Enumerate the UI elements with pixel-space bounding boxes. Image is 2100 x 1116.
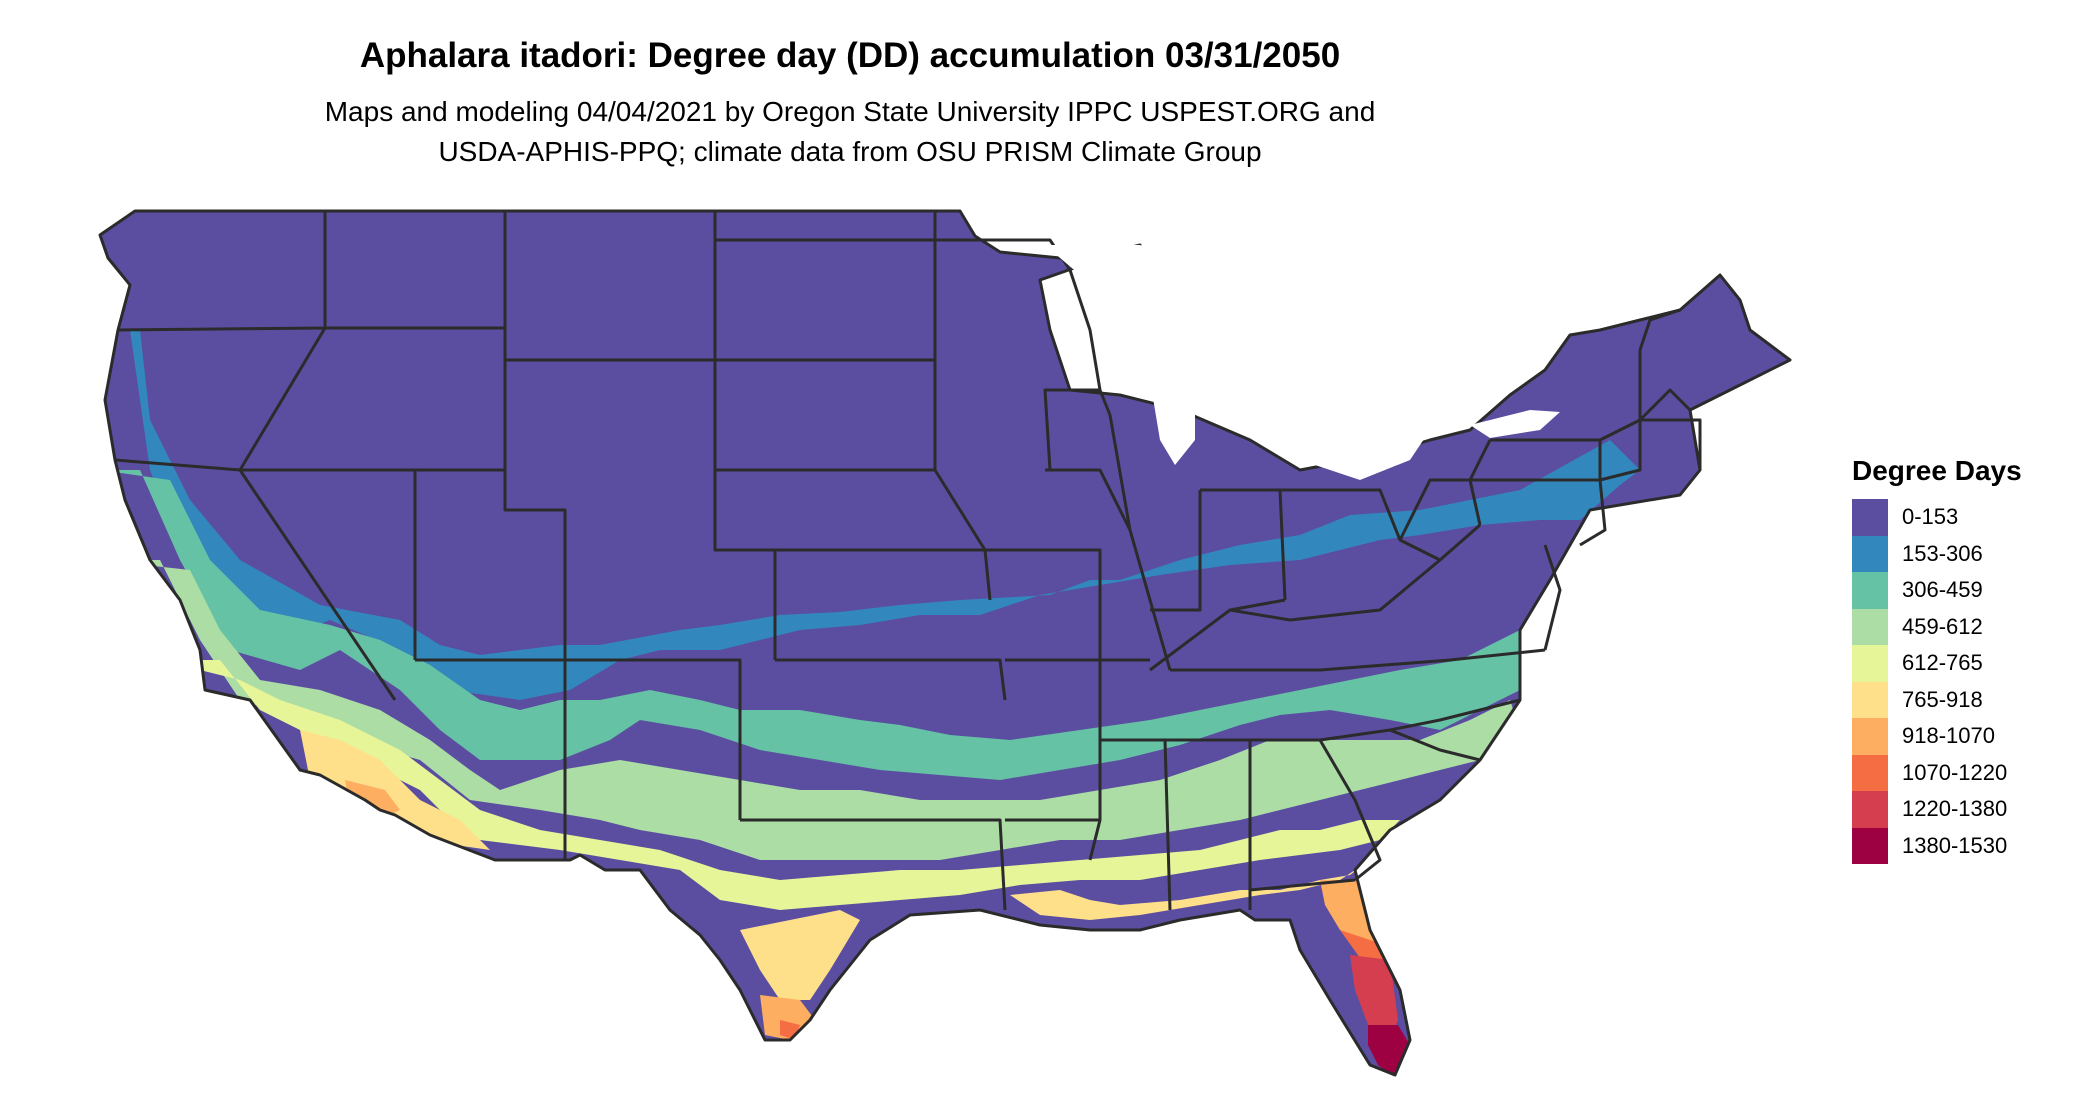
legend-swatch [1852, 572, 1888, 609]
lake-erie [1300, 430, 1430, 480]
subtitle-line-1: Maps and modeling 04/04/2021 by Oregon S… [324, 96, 1376, 127]
legend-label: 1220-1380 [1902, 796, 2008, 822]
map-title: Aphalara itadori: Degree day (DD) accumu… [359, 36, 1341, 75]
legend-item: 1070-1220 [1852, 754, 2022, 791]
legend-swatch [1852, 645, 1888, 682]
band-0-153 [100, 211, 1790, 1075]
legend-swatch [1852, 499, 1888, 536]
legend-swatch [1852, 608, 1888, 645]
legend-item: 1380-1530 [1852, 827, 2022, 864]
state-lines-south [1005, 658, 1521, 911]
legend: Degree Days 0-153 153-306 306-459 459-612 61… [1852, 455, 2022, 864]
legend-label: 1070-1220 [1902, 759, 2008, 785]
subtitle-line-2: USDA-APHIS-PPQ; climate data from OSU PR… [438, 136, 1262, 167]
us-degree-day-map [98, 209, 1792, 1077]
legend-item: 1220-1380 [1852, 791, 2022, 828]
band-306-459 [100, 470, 1560, 780]
band-1220-1380 [1350, 955, 1398, 1035]
state-lines-northeast [1398, 308, 1702, 651]
legend-label: 459-612 [1902, 613, 1983, 639]
legend-label: 153-306 [1902, 540, 1983, 566]
legend-label: 765-918 [1902, 686, 1983, 712]
legend-item: 765-918 [1852, 681, 2022, 718]
legend-item: 306-459 [1852, 572, 2022, 609]
legend-swatch [1852, 718, 1888, 755]
legend-label: 918-1070 [1902, 723, 1995, 749]
state-lines-midwest [933, 211, 1546, 672]
legend-swatch [1852, 827, 1888, 864]
band-765-918 [300, 730, 1370, 1000]
lake-ontario [1470, 410, 1560, 438]
legend-swatch [1852, 754, 1888, 791]
great-lakes [1045, 245, 1560, 480]
legend-swatch [1852, 535, 1888, 572]
map-subtitle: Maps and modeling 04/04/2021 by Oregon S… [0, 92, 1700, 172]
legend-item: 0-153 [1852, 499, 2022, 536]
legend-label: 1380-1530 [1902, 832, 2008, 858]
lake-huron [1245, 300, 1340, 420]
legend-item: 459-612 [1852, 608, 2022, 645]
legend-label: 306-459 [1902, 577, 1983, 603]
degree-day-bands [100, 211, 1790, 1075]
lake-superior [1045, 245, 1245, 300]
legend-title: Degree Days [1852, 455, 2022, 486]
legend-label: 0-153 [1902, 504, 1959, 530]
legend-item: 918-1070 [1852, 718, 2022, 755]
legend-label: 612-765 [1902, 650, 1983, 676]
legend-item: 153-306 [1852, 535, 2022, 572]
legend-item: 612-765 [1852, 645, 2022, 682]
lake-michigan [1120, 300, 1195, 465]
legend-swatch [1852, 681, 1888, 718]
legend-swatch [1852, 791, 1888, 828]
legend-items: 0-153 153-306 306-459 459-612 612-765 765-918… [1852, 499, 2022, 864]
